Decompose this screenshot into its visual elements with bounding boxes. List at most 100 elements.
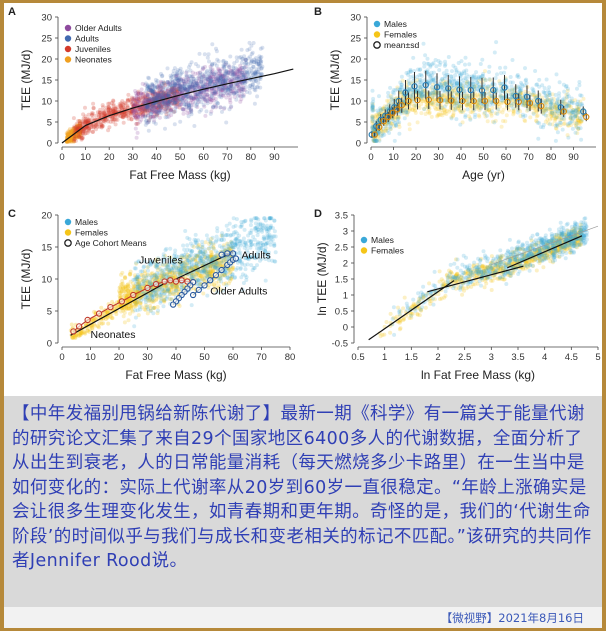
- data-point: [156, 101, 161, 106]
- data-point: [112, 108, 117, 113]
- data-point: [535, 113, 540, 118]
- data-point: [122, 105, 127, 110]
- data-point: [427, 110, 432, 115]
- data-point: [142, 107, 147, 112]
- data-point: [537, 77, 542, 82]
- data-point: [76, 133, 81, 138]
- data-point: [189, 60, 194, 65]
- data-point: [139, 87, 144, 92]
- data-point: [77, 119, 82, 124]
- data-point: [459, 59, 464, 64]
- x-tick-label: 10: [80, 152, 91, 163]
- data-point: [385, 128, 390, 133]
- data-point: [106, 107, 111, 112]
- data-point: [189, 95, 194, 100]
- data-point: [114, 105, 119, 110]
- data-point: [523, 66, 527, 71]
- data-point: [76, 119, 81, 123]
- data-point: [119, 114, 124, 119]
- data-point: [510, 58, 515, 62]
- data-point: [133, 114, 138, 119]
- data-point: [208, 69, 213, 74]
- data-point: [515, 110, 520, 115]
- data-point: [132, 103, 137, 108]
- data-point: [162, 92, 167, 97]
- data-point: [95, 110, 100, 115]
- data-point: [485, 119, 490, 124]
- legend-marker: [64, 35, 72, 42]
- data-point: [130, 109, 135, 114]
- data-point: [111, 103, 116, 108]
- data-point: [188, 107, 193, 112]
- data-point: [249, 69, 254, 74]
- data-point: [133, 102, 138, 107]
- data-point: [120, 102, 125, 107]
- data-point: [511, 106, 516, 111]
- data-point: [207, 59, 211, 64]
- data-point: [119, 101, 124, 106]
- data-point: [543, 99, 548, 104]
- data-point: [140, 113, 145, 118]
- data-point: [155, 105, 160, 110]
- data-point: [103, 118, 108, 122]
- data-point: [98, 119, 103, 124]
- data-point: [99, 122, 103, 126]
- data-point: [69, 137, 74, 142]
- data-point: [251, 41, 256, 45]
- data-point: [90, 112, 95, 117]
- data-point: [153, 105, 158, 110]
- data-point: [83, 105, 87, 110]
- data-point: [95, 124, 100, 129]
- data-point: [93, 124, 97, 129]
- y-tick-label: 30: [350, 13, 361, 24]
- data-point: [80, 136, 85, 141]
- data-point: [76, 125, 81, 130]
- data-point: [175, 102, 180, 107]
- data-point: [167, 99, 172, 104]
- data-point: [178, 119, 183, 124]
- data-point: [430, 85, 434, 90]
- x-tick-label: 90: [269, 152, 280, 163]
- data-point: [179, 96, 184, 101]
- data-point: [165, 115, 170, 120]
- data-point: [107, 106, 112, 110]
- data-point: [83, 116, 88, 121]
- data-point: [90, 129, 95, 134]
- data-point: [97, 110, 102, 115]
- data-point: [370, 114, 375, 119]
- data-point: [102, 119, 107, 124]
- data-point: [173, 97, 178, 102]
- data-point: [145, 97, 150, 102]
- data-point: [143, 107, 148, 112]
- data-point: [193, 100, 198, 105]
- data-point: [171, 102, 176, 107]
- data-point: [145, 105, 150, 109]
- data-point: [577, 116, 582, 120]
- x-tick-label: 10: [85, 352, 96, 363]
- data-point: [552, 119, 557, 123]
- data-point: [543, 113, 548, 118]
- data-point: [256, 80, 261, 85]
- legend-marker: [373, 41, 381, 49]
- x-tick-label: 0: [368, 152, 373, 163]
- data-point: [91, 105, 96, 110]
- data-point: [517, 89, 522, 94]
- data-point: [117, 102, 122, 107]
- data-point: [516, 84, 521, 89]
- data-point: [487, 70, 491, 74]
- data-point: [75, 126, 80, 131]
- y-axis-title: TEE (MJ/d): [19, 50, 33, 111]
- data-point: [164, 93, 169, 97]
- y-tick-label: 10: [41, 275, 52, 286]
- data-point: [224, 120, 229, 125]
- data-point: [170, 101, 175, 106]
- data-point: [391, 88, 396, 92]
- data-point: [123, 111, 128, 116]
- data-point: [177, 105, 182, 110]
- data-point: [81, 112, 86, 117]
- data-point: [213, 70, 218, 75]
- data-point: [474, 76, 479, 81]
- data-point: [494, 40, 499, 45]
- data-point: [75, 125, 80, 130]
- data-point: [110, 107, 115, 112]
